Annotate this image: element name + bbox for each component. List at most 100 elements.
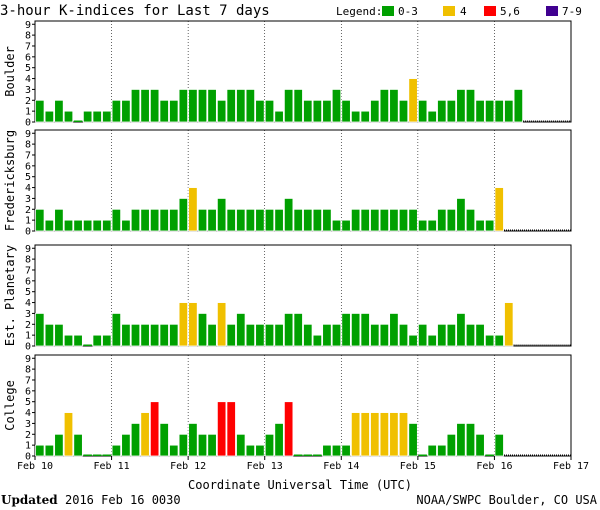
k-bar xyxy=(513,89,524,123)
k-bar xyxy=(331,219,342,232)
k-bar xyxy=(83,344,92,346)
k-bar xyxy=(207,433,217,457)
k-bar xyxy=(418,454,427,456)
series-label: Fredericksburg xyxy=(3,130,17,231)
panel-frame xyxy=(34,129,572,232)
x-tick-label: Feb 12 xyxy=(170,461,206,472)
k-bar xyxy=(283,313,294,347)
k-bar xyxy=(322,208,332,232)
k-bar xyxy=(245,208,256,232)
x-tick-label: Feb 15 xyxy=(400,461,436,472)
k-bar xyxy=(226,401,236,457)
x-axis: Feb 10 Feb 11 Feb 12 Feb 13 Feb 14 Feb 15 Feb … xyxy=(17,456,589,472)
k-bar xyxy=(54,208,64,232)
y-tick-label: 7 xyxy=(25,265,31,276)
y-tick-label: 8 xyxy=(25,140,31,151)
k-bar xyxy=(465,89,476,123)
k-bar xyxy=(475,433,485,457)
k-bar xyxy=(140,208,150,232)
k-bar xyxy=(389,208,399,232)
k-bar xyxy=(293,208,303,232)
k-bar xyxy=(437,99,447,123)
k-bar xyxy=(341,99,351,123)
k-bar xyxy=(255,444,265,457)
series-label: Boulder xyxy=(3,46,17,97)
k-bar xyxy=(264,208,275,232)
y-tick-label: 3 xyxy=(25,85,31,96)
k-bar xyxy=(92,110,102,123)
k-bar xyxy=(102,334,112,347)
k-bar xyxy=(293,89,303,123)
series-label: Est. Planetary xyxy=(3,245,17,346)
k-bar xyxy=(188,187,198,232)
k-bar xyxy=(331,323,342,347)
k-bar xyxy=(197,433,208,457)
k-bar xyxy=(379,208,390,232)
y-tick-label: 1 xyxy=(25,216,31,227)
k-bar xyxy=(159,323,169,347)
k-bar xyxy=(264,323,275,347)
k-bar xyxy=(293,454,303,456)
y-tick-label: 0 xyxy=(25,118,31,129)
k-bar xyxy=(216,302,227,347)
k-bar xyxy=(102,110,112,123)
y-tick-label: 3 xyxy=(25,419,31,430)
k-bar xyxy=(121,99,131,123)
y-tick-label: 7 xyxy=(25,41,31,52)
k-bar xyxy=(82,219,93,232)
k-bar xyxy=(169,99,179,123)
k-bar xyxy=(408,208,418,232)
k-bar xyxy=(236,433,246,457)
k-bar xyxy=(303,454,313,456)
k-bar xyxy=(188,302,198,347)
k-bar xyxy=(274,423,284,457)
k-bar xyxy=(437,208,447,232)
x-tick-label: Feb 14 xyxy=(323,461,359,472)
k-bar xyxy=(121,323,131,347)
panels: 0123456789Boulder0123456789Fredericksbur… xyxy=(3,20,572,463)
k-bar xyxy=(312,334,323,347)
k-bar xyxy=(188,423,198,457)
k-bar xyxy=(484,219,495,232)
k-bar xyxy=(73,219,83,232)
k-bar xyxy=(379,323,390,347)
k-bar xyxy=(456,89,466,123)
k-bar xyxy=(111,313,122,347)
k-bar xyxy=(226,323,236,347)
legend-swatch-0 xyxy=(382,6,394,16)
k-bar xyxy=(494,187,504,232)
k-bar xyxy=(485,454,494,456)
k-bar xyxy=(178,89,189,123)
legend-swatch-3 xyxy=(546,6,558,16)
k-bar xyxy=(35,444,45,457)
y-tick-label: 6 xyxy=(25,386,31,397)
k-bar xyxy=(350,208,361,232)
k-bar xyxy=(216,99,227,123)
k-bar xyxy=(456,313,466,347)
y-tick-label: 2 xyxy=(25,430,31,441)
k-bar xyxy=(83,454,92,456)
y-tick-label: 9 xyxy=(25,354,31,365)
k-bar xyxy=(197,313,208,347)
k-bar xyxy=(245,444,256,457)
k-bar xyxy=(140,323,150,347)
k-bar xyxy=(178,198,189,232)
k-bar xyxy=(494,433,504,457)
k-bar xyxy=(245,323,256,347)
k-bar xyxy=(255,323,265,347)
y-tick-label: 6 xyxy=(25,161,31,172)
y-tick-label: 6 xyxy=(25,52,31,63)
k-bar xyxy=(484,99,495,123)
k-bar xyxy=(149,323,160,347)
k-bar xyxy=(350,110,361,123)
k-bar xyxy=(102,219,112,232)
k-bar xyxy=(130,208,141,232)
k-bar xyxy=(360,313,370,347)
k-bar xyxy=(465,423,476,457)
k-bar xyxy=(121,433,131,457)
k-bar xyxy=(341,313,351,347)
